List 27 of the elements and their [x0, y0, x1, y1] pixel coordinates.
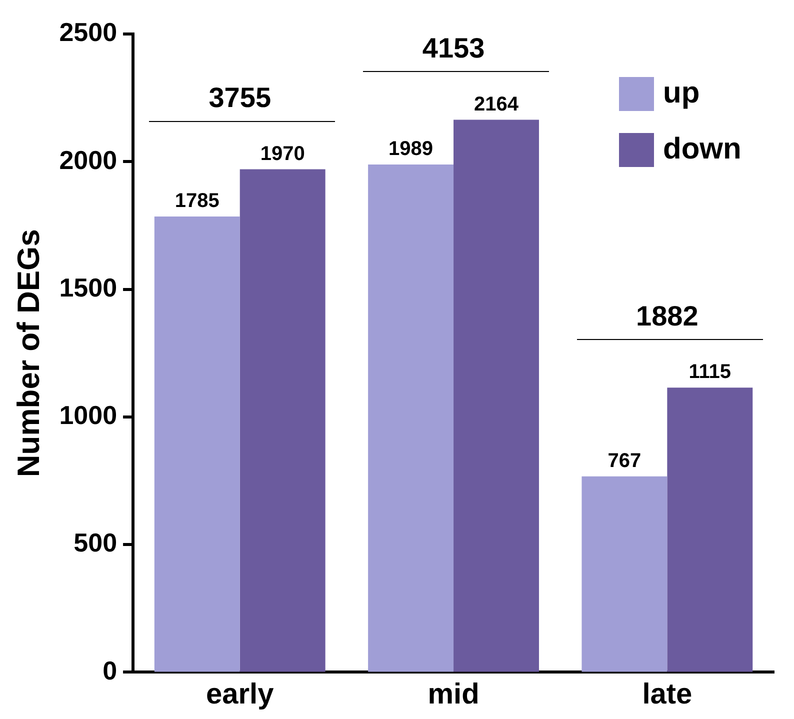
y-axis-title: Number of DEGs [11, 229, 46, 478]
total-label: 3755 [208, 82, 272, 114]
bar [582, 476, 668, 672]
data-label: 1970 [260, 142, 305, 165]
data-label: 2164 [474, 93, 520, 116]
bar [667, 388, 753, 672]
x-tick-label: mid [428, 678, 480, 711]
bar [454, 120, 539, 672]
data-label: 1115 [688, 361, 732, 384]
data-label: 1785 [174, 190, 220, 212]
y-tick-label: 0 [102, 655, 118, 686]
x-tick-label: early [206, 678, 274, 711]
data-label: 767 [608, 450, 642, 472]
y-tick-label: 1500 [59, 272, 118, 302]
bar [240, 169, 326, 672]
data-label: 1989 [388, 138, 434, 160]
bar [154, 216, 240, 672]
total-label: 1882 [636, 300, 698, 332]
y-tick-label: 1000 [59, 400, 118, 430]
y-tick-label: 2500 [59, 17, 118, 48]
legend-label: down [663, 132, 742, 166]
y-tick-label: 2000 [59, 144, 118, 175]
x-tick-label: late [642, 678, 692, 711]
bar [368, 164, 454, 672]
y-tick-label: 500 [74, 528, 118, 558]
legend-label: up [663, 76, 700, 110]
total-label: 4153 [422, 32, 485, 64]
